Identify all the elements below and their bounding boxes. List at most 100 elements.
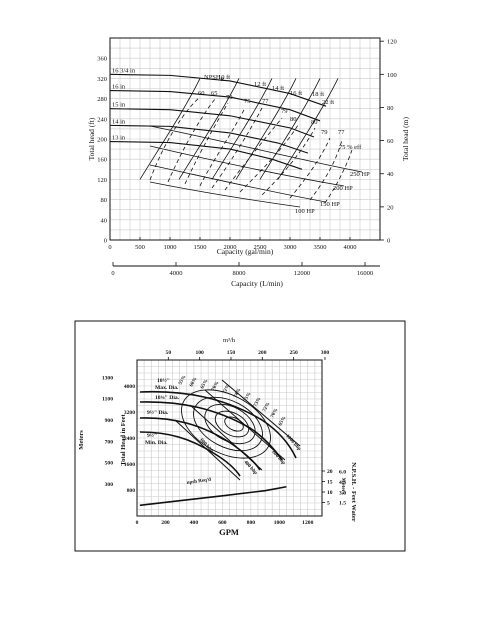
eff-label-77b: 77: [338, 129, 345, 136]
npsh-curve-label: 14 ft: [272, 85, 284, 92]
chart-2-x-tick-label: 400: [190, 520, 199, 526]
hp-curve-150: [149, 164, 327, 203]
eff-label-77: 77: [262, 98, 269, 105]
imp-label-min-sub: Min. Dia.: [145, 440, 168, 446]
eff-label-65: 65: [211, 90, 218, 97]
chart-2-meters-tick-labels: 300 500 700 900 1100 1300: [102, 375, 113, 488]
eff-curve-70: [184, 102, 229, 185]
power-line-800: [204, 389, 286, 461]
chart-1-y-axis-title: Total head (ft): [87, 117, 96, 160]
chart-2-efficiency-contours: [181, 389, 271, 459]
chart-1-grid: [110, 38, 380, 240]
chart-1-right-tick-label: 40: [387, 171, 394, 178]
chart-2-npsh-meter-tick-label: 3.0: [339, 490, 346, 496]
chart-1-secondary-x-axis-title: Capacity (L/min): [231, 279, 283, 288]
chart-1-y-tick-label: 120: [97, 177, 107, 184]
chart-2-npsh-tick-label: 10: [327, 490, 333, 496]
chart-2-x-tick-label: 1000: [274, 520, 285, 526]
npsh-curve-label: 16 ft: [290, 90, 302, 97]
chart-2-y-tick-label: 2400: [124, 436, 135, 442]
chart-1-secondary-x-tick-label: 16000: [357, 270, 373, 277]
chart-2-top-tick-label: 250: [289, 350, 298, 356]
chart-1-y-tick-label: 320: [97, 76, 107, 83]
chart-2-npsh-tick-labels: 5 10 15 20 1.5 3.0 4.5 6.0: [322, 469, 346, 507]
eff-curve-75b: [324, 149, 353, 204]
eff-label-80b: 80: [311, 119, 318, 126]
eff-contour-74: [214, 410, 250, 438]
chart-2-y-tick-label: 1600: [124, 462, 135, 468]
npsh-curve-label: npsh Req'd: [187, 478, 212, 486]
npsh-required-curve: [139, 485, 287, 507]
chart-2-npsh-meter-tick-label: 1.5: [339, 501, 346, 507]
npsh-curve-label: 22 ft: [322, 99, 334, 106]
eff-label-79b: 79: [321, 129, 328, 136]
eff2-label-55: 55%: [178, 375, 187, 386]
chart-2-meters-tick-label: 500: [105, 461, 114, 467]
npsh-curve: [259, 78, 321, 180]
eff2-label-73: 73%: [253, 397, 262, 408]
chart-2-npsh-tick-label: 5: [327, 501, 330, 507]
eff-curve-80: [239, 124, 299, 193]
chart-1-secondary-x-tick-label: 12000: [294, 270, 310, 277]
chart-2-meters-tick-label: 900: [105, 418, 114, 424]
imp-label-max-sub: Max. Dia.: [155, 385, 179, 391]
chart-2-plot-frame: [136, 359, 323, 517]
chart-2-npsh-tick-label: 20: [327, 469, 333, 475]
chart-1-right-tick-label: 0: [387, 238, 390, 245]
chart-2-meters-tick-label: 300: [105, 482, 114, 488]
impeller-curve: [109, 108, 315, 138]
eff2-label-70b: 70%: [270, 408, 279, 419]
chart-1-y-tick-label: 80: [101, 197, 108, 204]
eff-label-79: 79: [281, 108, 288, 115]
chart-1-y-tick-label: 40: [101, 217, 108, 224]
chart-1-right-tick-label: 120: [387, 39, 397, 46]
power-line-1000: [221, 379, 301, 447]
power-label-400: 400 bhp: [243, 460, 258, 476]
chart-1-y-tick-label: 200: [97, 137, 107, 144]
chart-2-y-axis-title: Total Head in Feet: [120, 414, 127, 466]
eff2-label-72b: 72%: [262, 402, 271, 413]
eff-curve-79b: [289, 137, 331, 199]
chart-2-top-tick-labels: 50 100 150 200 250 300: [166, 350, 329, 360]
chart-2-npsh-axis-title: N.P.S.H. - Feet Water: [350, 462, 357, 522]
chart-2-meters-tick-label: 1100: [102, 397, 113, 403]
eff-curve-75: [199, 107, 246, 187]
chart-1-x-tick-labels: 0 500 1000 1500 2000 2500 3000 3500 4000: [108, 237, 357, 251]
npsh-curve: [178, 78, 240, 180]
imp-label-max: 10½": [157, 377, 170, 384]
npsh-curve: [211, 78, 273, 180]
chart-1-x-tick-label: 2500: [254, 244, 267, 251]
eff-contour-65: [181, 389, 271, 459]
chart-2-top-tick-label: 150: [227, 350, 236, 356]
eff2-label-65: 65%: [200, 379, 209, 390]
chart-1-right-tick-label: 60: [387, 138, 394, 145]
eff-curve-79: [224, 117, 283, 191]
chart-1-x-tick-label: 1500: [194, 244, 207, 251]
chart-1-x-tick-label: 4000: [344, 244, 357, 251]
npsh-curve: [139, 78, 201, 180]
eff-curve-65: [167, 98, 216, 183]
eff2-label-60: 60%: [189, 377, 198, 388]
imp-label-10-3-4: 10¾" Dia.: [155, 394, 180, 401]
eff-contour-75: [224, 416, 244, 432]
chart-2-top-tick-label: 50: [166, 350, 172, 356]
eff-contour-72: [204, 403, 256, 445]
chart-1-right-tick-label: 100: [387, 72, 397, 79]
chart-1-secondary-x-tick-label: 0: [111, 270, 114, 277]
chart-2-x-tick-label: 1200: [302, 520, 313, 526]
chart-1-power-curves: 250 HP 200 HP 150 HP 100 HP: [149, 125, 370, 215]
chart-1-x-tick-label: 3000: [284, 244, 297, 251]
chart-1-secondary-x-tick-label: 4000: [170, 270, 183, 277]
chart-2-pump-performance: 0 200 400 600 800 1000 1200 800 1600 2400 3200 400…: [74, 320, 406, 552]
chart-2-x-tick-label: 800: [247, 520, 256, 526]
eff2-label-74: 74%: [233, 388, 242, 399]
eff-curve-80b: [261, 127, 316, 196]
eff2-label-65b: 65%: [278, 416, 287, 427]
npsh-curve-label: 10 ft: [218, 74, 230, 81]
eff2-label-70: 70%: [211, 381, 220, 392]
chart-2-grid: [137, 360, 322, 516]
impeller-curve: [109, 73, 327, 107]
chart-2-npsh-meters-title: Meters: [340, 478, 346, 496]
imp-label-min: 9½": [147, 432, 157, 439]
